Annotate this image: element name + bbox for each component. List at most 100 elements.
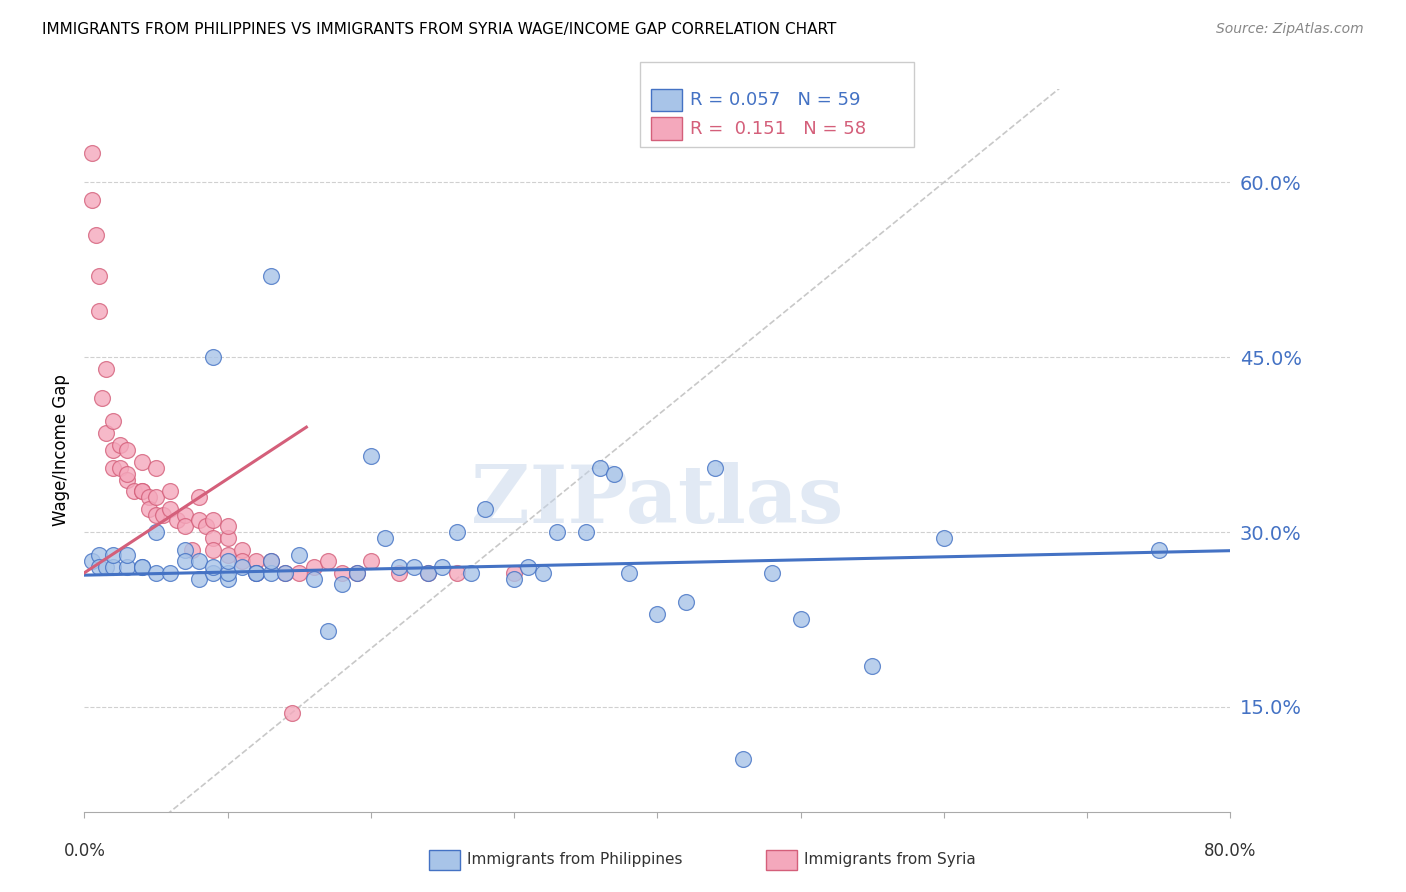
Point	[94, 560, 117, 574]
Point	[173, 554, 195, 568]
Y-axis label: Wage/Income Gap: Wage/Income Gap	[52, 375, 70, 526]
Point	[90, 391, 112, 405]
Point	[217, 531, 239, 545]
Point	[316, 554, 339, 568]
Text: Source: ZipAtlas.com: Source: ZipAtlas.com	[1216, 22, 1364, 37]
Point	[94, 362, 117, 376]
Point	[302, 572, 325, 586]
Point	[117, 467, 139, 481]
Point	[117, 560, 139, 574]
Point	[733, 752, 755, 766]
Point	[217, 549, 239, 563]
Point	[117, 473, 139, 487]
Point	[388, 566, 411, 580]
Text: Immigrants from Syria: Immigrants from Syria	[804, 852, 976, 867]
Point	[245, 566, 267, 580]
Point	[138, 490, 160, 504]
Point	[188, 554, 211, 568]
Point	[346, 566, 368, 580]
Point	[195, 519, 218, 533]
Point	[159, 484, 181, 499]
Point	[145, 490, 167, 504]
Point	[202, 560, 225, 574]
Point	[503, 572, 526, 586]
Point	[159, 501, 181, 516]
Point	[145, 566, 167, 580]
Point	[360, 450, 382, 464]
Point	[117, 549, 139, 563]
Point	[202, 350, 225, 364]
Point	[217, 519, 239, 533]
Point	[87, 560, 110, 574]
Point	[245, 566, 267, 580]
Point	[789, 612, 811, 626]
Point	[474, 501, 496, 516]
Point	[932, 531, 955, 545]
Point	[346, 566, 368, 580]
Point	[173, 519, 195, 533]
Point	[87, 268, 110, 283]
Point	[108, 461, 131, 475]
Point	[402, 560, 425, 574]
Point	[87, 303, 110, 318]
Point	[446, 524, 468, 539]
Point	[575, 524, 598, 539]
Point	[274, 566, 297, 580]
Point	[245, 554, 267, 568]
Point	[145, 508, 167, 522]
Point	[124, 484, 146, 499]
Text: R = 0.057   N = 59: R = 0.057 N = 59	[690, 91, 860, 109]
Point	[503, 566, 526, 580]
Point	[274, 566, 297, 580]
Point	[374, 531, 396, 545]
Point	[231, 542, 253, 557]
Point	[330, 566, 353, 580]
Point	[173, 508, 195, 522]
Point	[202, 513, 225, 527]
Point	[145, 524, 167, 539]
Point	[159, 566, 181, 580]
Point	[703, 461, 725, 475]
Point	[281, 706, 304, 720]
Point	[288, 566, 311, 580]
Point	[202, 542, 225, 557]
Point	[517, 560, 540, 574]
Point	[860, 659, 883, 673]
Text: ZIPatlas: ZIPatlas	[471, 462, 844, 540]
Point	[80, 193, 103, 207]
Point	[388, 560, 411, 574]
Point	[180, 542, 202, 557]
Point	[217, 572, 239, 586]
Point	[188, 490, 211, 504]
Point	[217, 554, 239, 568]
Point	[259, 554, 281, 568]
Point	[446, 566, 468, 580]
Point	[288, 549, 311, 563]
Point	[101, 443, 124, 458]
Point	[131, 484, 153, 499]
Point	[101, 549, 124, 563]
Point	[647, 607, 669, 621]
Point	[589, 461, 612, 475]
Point	[418, 566, 440, 580]
Point	[80, 554, 103, 568]
Point	[259, 566, 281, 580]
Point	[546, 524, 568, 539]
Point	[360, 554, 382, 568]
Point	[531, 566, 554, 580]
Point	[217, 566, 239, 580]
Point	[131, 560, 153, 574]
Point	[84, 227, 107, 242]
Point	[617, 566, 640, 580]
Text: R =  0.151   N = 58: R = 0.151 N = 58	[690, 120, 866, 137]
Point	[80, 146, 103, 161]
Point	[231, 560, 253, 574]
Point	[101, 414, 124, 428]
Point	[460, 566, 482, 580]
Point	[1147, 542, 1170, 557]
Point	[316, 624, 339, 639]
Point	[202, 566, 225, 580]
Text: 80.0%: 80.0%	[1204, 842, 1257, 860]
Point	[87, 549, 110, 563]
Point	[117, 443, 139, 458]
